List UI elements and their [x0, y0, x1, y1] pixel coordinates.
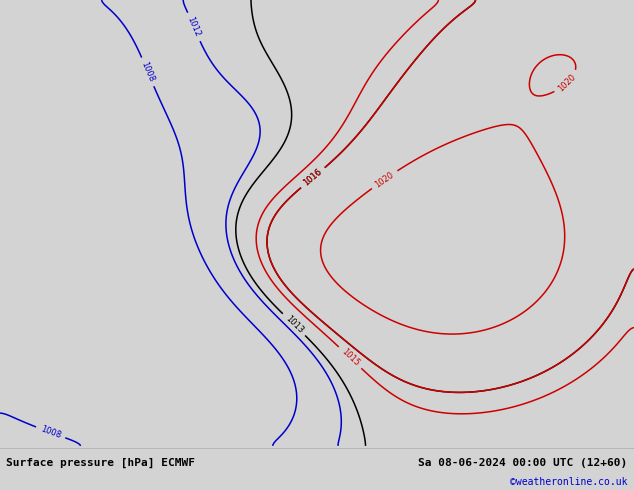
Text: 1013: 1013 — [283, 314, 305, 335]
Text: 1012: 1012 — [186, 16, 202, 38]
Text: 1020: 1020 — [557, 72, 578, 93]
Text: Sa 08-06-2024 00:00 UTC (12+60): Sa 08-06-2024 00:00 UTC (12+60) — [418, 458, 628, 467]
Text: 1008: 1008 — [139, 60, 156, 83]
Text: 1016: 1016 — [302, 168, 324, 188]
Text: ©weatheronline.co.uk: ©weatheronline.co.uk — [510, 477, 628, 487]
Text: 1020: 1020 — [373, 170, 396, 189]
Text: 1008: 1008 — [39, 425, 62, 441]
Text: 1015: 1015 — [339, 347, 361, 368]
Text: 1016: 1016 — [302, 168, 324, 188]
Text: Surface pressure [hPa] ECMWF: Surface pressure [hPa] ECMWF — [6, 458, 195, 468]
